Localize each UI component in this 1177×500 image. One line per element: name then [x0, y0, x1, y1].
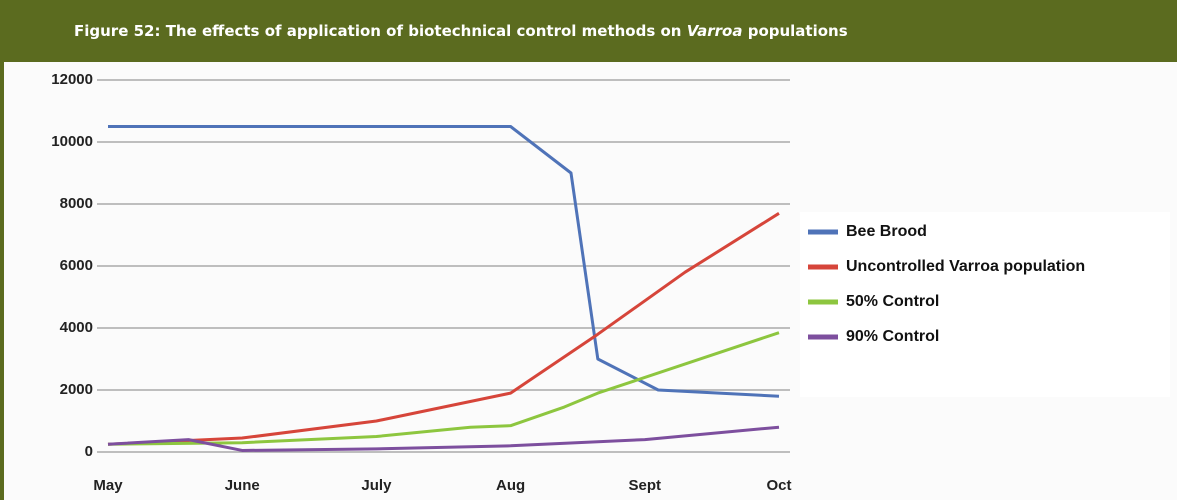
title-part: populations — [742, 22, 847, 40]
x-tick-label: Aug — [496, 477, 525, 494]
series-line — [107, 425, 780, 452]
x-tick-label: July — [361, 477, 392, 494]
legend-label: Bee Brood — [846, 223, 927, 240]
series-line — [107, 212, 780, 446]
frame-left — [0, 62, 4, 500]
legend-label: Uncontrolled Varroa population — [846, 258, 1085, 275]
x-tick-label: Sept — [629, 477, 662, 494]
x-tick-label: Oct — [766, 477, 791, 494]
y-tick-label: 6000 — [60, 257, 93, 274]
y-tick-label: 10000 — [51, 133, 93, 150]
header-bar — [0, 0, 1177, 62]
title-part: Varroa — [687, 22, 743, 40]
title-part: Figure 52: The effects of application of… — [74, 22, 687, 40]
y-tick-label: 8000 — [60, 195, 93, 212]
y-tick-label: 0 — [85, 443, 93, 460]
y-tick-label: 4000 — [60, 319, 93, 336]
series-line — [108, 125, 780, 398]
legend-box — [800, 212, 1170, 397]
series-line — [107, 331, 780, 446]
legend-label: 50% Control — [846, 293, 939, 310]
legend-label: 90% Control — [846, 328, 939, 345]
y-tick-label: 2000 — [60, 381, 93, 398]
x-tick-label: May — [93, 477, 123, 494]
chart-title: Figure 52: The effects of application of… — [74, 22, 848, 40]
x-tick-label: June — [225, 477, 260, 494]
y-tick-label: 12000 — [51, 71, 93, 88]
